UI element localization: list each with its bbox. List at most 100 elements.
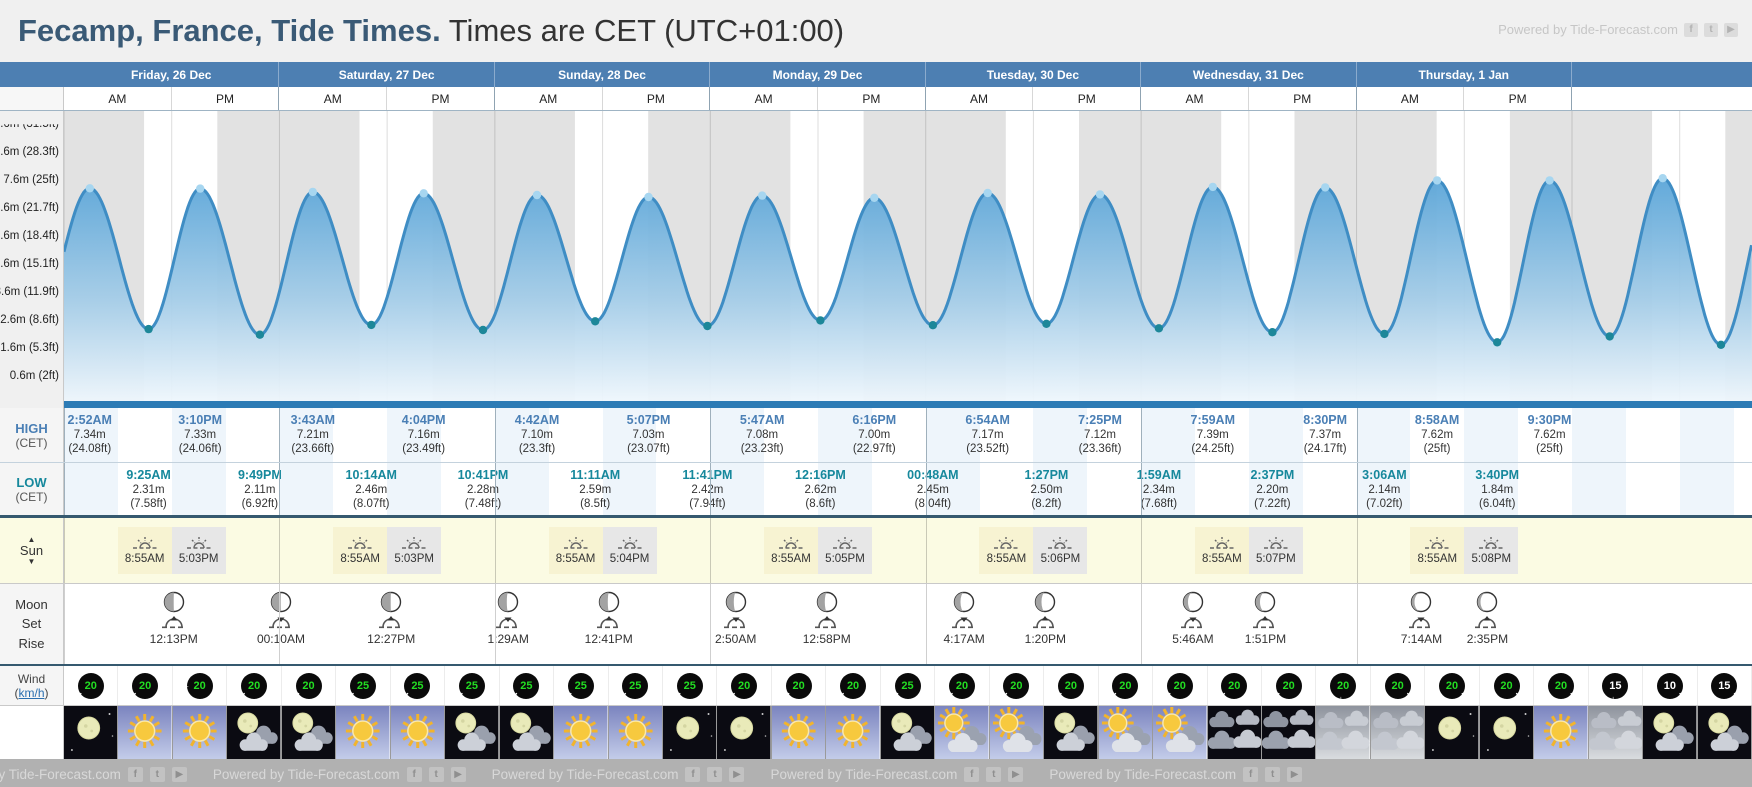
wind-direction-arrow: ↘ [1459,690,1470,703]
low-row-label: LOW (CET) [0,463,64,515]
facebook-icon[interactable]: f [1684,22,1698,37]
video-icon[interactable]: ▶ [1008,766,1024,782]
low-tide-entry: 10:14AM 2.46m (8.07ft) [332,468,410,511]
wind-unit-link[interactable]: km/h [18,685,45,700]
tide-high-marker [532,190,542,200]
video-icon[interactable]: ▶ [171,766,187,782]
low-tide-entry: 10:41PM 2.28m (7.48ft) [444,468,522,511]
wind-speed-value: 20 [1064,679,1077,692]
wind-direction-arrow: ↘ [1732,690,1742,703]
wind-speed-icon: 25 ↙ [346,672,376,702]
low-tide-height-m: 2.59m [579,484,612,497]
high-tide-entry: 3:43AM 7.21m (23.66ft) [274,413,352,456]
day-header-5: Tuesday, 30 Dec [926,62,1142,87]
tide-slot [1625,463,1680,515]
tide-slot [279,463,334,515]
sunrise-sunset-icon [186,537,211,549]
video-icon[interactable]: ▶ [450,766,466,782]
tide-high-marker [758,191,767,200]
video-icon[interactable]: ▶ [1724,22,1738,37]
moon-set-time: 1:29AM [487,632,529,646]
sun-sort-up-icon[interactable]: ▲ [27,535,36,544]
twitter-icon[interactable]: t [1704,22,1718,37]
wind-cell: 20 ↘ [1480,666,1535,705]
tide-slot [225,408,280,462]
low-tide-height-m: 2.46m [355,484,388,497]
video-icon[interactable]: ▶ [1287,766,1303,782]
twitter-icon[interactable]: t [149,766,165,782]
pm-header: PM [172,87,280,110]
sunrise-sunset-icon [1209,537,1234,549]
wind-cell: 20 ↙ [118,666,173,705]
am-header: AM [495,87,603,110]
facebook-icon[interactable]: f [127,766,143,782]
facebook-icon[interactable]: f [964,766,980,782]
wind-speed-value: 20 [1337,679,1350,692]
sunset-time: 5:05PM [825,553,865,565]
low-tide-height-ft: (6.92ft) [241,498,279,511]
page-title: Fecamp, France, Tide Times. Times are CE… [0,0,1752,48]
chart-baseline [64,401,1752,408]
high-tide-time: 3:10PM [178,413,223,427]
low-tide-time: 9:49PM [237,468,282,482]
sunset-cell: 5:03PM [171,527,226,574]
high-tide-height-ft: (23.49ft) [402,443,446,456]
sun-sort-down-icon[interactable]: ▼ [27,557,36,566]
facebook-icon[interactable]: f [406,766,422,782]
wind-direction-arrow: ↙ [999,690,1009,703]
tide-slot [548,463,603,515]
wind-cell: 25 ↙ [663,666,718,705]
footer-watermark-text: Powered by Tide-Forecast.com [1049,766,1237,782]
moon-rise-entry: 1:51PM [1230,591,1300,646]
weather-sunny-icon [118,706,172,759]
sunset-cell: 5:04PM [602,527,657,574]
facebook-icon[interactable]: f [685,766,701,782]
low-tide-height-ft: (8.6ft) [805,498,836,511]
low-tide-time: 3:06AM [1362,468,1407,482]
wind-speed-icon: 20 ↓ [1330,672,1357,705]
tide-slot [225,463,280,515]
weather-tile-night-cloud [281,706,337,759]
wind-speed-value: 20 [1391,679,1404,692]
top-watermark: Powered by Tide-Forecast.com f t ▶ [1498,22,1738,37]
moon-rise-label: Rise [18,635,45,651]
high-row-label: HIGH (CET) [0,408,64,462]
ampm-row: AM PM AM PM AM PM AM PM AM PM AM PM AM PM [0,87,1752,111]
wind-cell: 20 ↙ [1153,666,1208,705]
moon-set-entry: 2:50AM [701,591,771,646]
wind-cell: 25 ↙ [500,666,555,705]
moon-rise-entry: 2:35PM [1452,591,1522,646]
wind-cell: 20 ↙ [1208,666,1262,705]
low-tide-row: LOW (CET) 9:25AM 2.31m (7.58ft) 9:49PM 2.… [0,463,1752,518]
moon-set-icon [268,617,293,629]
twitter-icon[interactable]: t [986,766,1002,782]
tide-slot [1356,408,1411,462]
video-icon[interactable]: ▶ [729,766,745,782]
weather-overcast-icon [1588,706,1643,759]
day-header-4: Monday, 29 Dec [710,62,926,87]
facebook-icon[interactable]: f [1243,766,1259,782]
high-tide-time: 8:30PM [1303,413,1348,427]
weather-tile-night-cloud [1697,706,1752,759]
am-header: AM [1141,87,1249,110]
wind-speed-icon: 25 ↙ [564,672,594,702]
low-tide-time: 1:59AM [1136,468,1182,482]
high-tide-height-ft: (23.36ft) [1078,443,1122,456]
low-tide-entry: 3:40PM 1.84m (6.04ft) [1458,468,1536,511]
tide-slot [171,408,226,462]
high-tide-height-ft: (25ft) [1536,443,1563,456]
moon-label: Moon [15,596,48,612]
high-tide-time: 9:30PM [1527,413,1572,427]
wind-direction-arrow: ↘ [1677,690,1687,703]
twitter-icon[interactable]: t [1265,766,1281,782]
twitter-icon[interactable]: t [707,766,723,782]
high-tide-height-ft: (22.97ft) [852,443,896,456]
high-tide-time: 6:54AM [965,413,1010,427]
twitter-icon[interactable]: t [428,766,444,782]
weather-sunny-icon [172,706,227,759]
weather-tile-night-cloud [1643,706,1698,759]
high-tide-height-m: 7.16m [407,429,440,442]
weather-row [0,706,1752,759]
low-tide-height-m: 2.28m [467,484,499,497]
weather-tile-sunny [771,706,827,759]
